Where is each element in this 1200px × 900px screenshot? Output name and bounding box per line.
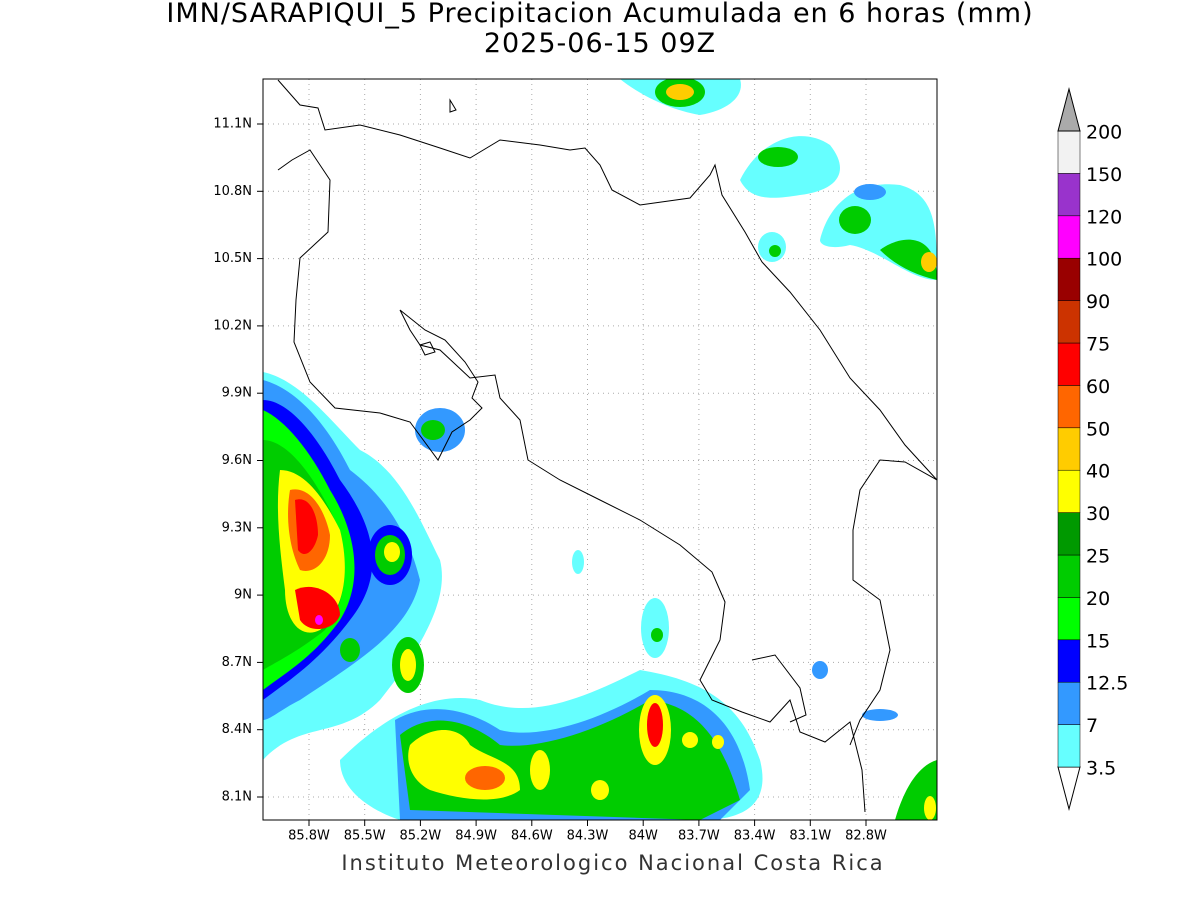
x-tick-label: 84.3W bbox=[567, 829, 609, 844]
precipitation-field bbox=[263, 79, 937, 820]
colorbar-segment bbox=[1057, 554, 1081, 598]
x-tick-label: 84W bbox=[628, 829, 658, 844]
colorbar-segment bbox=[1057, 681, 1081, 725]
y-tick-label: 8.7N bbox=[222, 655, 252, 670]
colorbar-label: 3.5 bbox=[1086, 758, 1116, 780]
colorbar-label: 150 bbox=[1086, 164, 1122, 186]
colorbar-segment bbox=[1057, 639, 1081, 683]
x-tick-label: 84.6W bbox=[511, 829, 553, 844]
colorbar-segment bbox=[1057, 300, 1081, 344]
colorbar-segment bbox=[1057, 385, 1081, 429]
x-tick-label: 85.8W bbox=[288, 829, 330, 844]
colorbar-segment bbox=[1057, 427, 1081, 471]
y-tick-label: 10.5N bbox=[213, 251, 252, 266]
y-tick-label: 8.1N bbox=[222, 790, 252, 805]
coastlines bbox=[277, 79, 937, 813]
footer: Instituto Meteorologico Nacional Costa R… bbox=[341, 851, 884, 875]
y-tick-label: 10.2N bbox=[213, 318, 252, 333]
colorbar-under bbox=[1057, 766, 1081, 811]
x-tick-label: 83.7W bbox=[678, 829, 720, 844]
colorbar-segment bbox=[1057, 257, 1081, 301]
colorbar-segment bbox=[1057, 597, 1081, 641]
x-tick-label: 84.9W bbox=[455, 829, 497, 844]
x-tick-label: 85.2W bbox=[399, 829, 441, 844]
y-tick-label: 9.6N bbox=[222, 453, 252, 468]
colorbar-label: 40 bbox=[1086, 461, 1110, 483]
colorbar-segment bbox=[1057, 469, 1081, 513]
x-tick-label: 85.5W bbox=[344, 829, 386, 844]
y-tick-label: 9N bbox=[234, 588, 252, 603]
colorbar-label: 90 bbox=[1086, 291, 1110, 313]
y-tick-label: 10.8N bbox=[213, 184, 252, 199]
colorbar-segment bbox=[1057, 215, 1081, 259]
colorbar: 3.5 7 12.5 15 20 25 30 40 50 60 75 90 100 120 150 200 bbox=[1057, 87, 1128, 811]
colorbar-segment bbox=[1057, 130, 1081, 174]
colorbar-label: 7 bbox=[1086, 715, 1098, 737]
x-tick-label: 83.4W bbox=[734, 829, 776, 844]
colorbar-label: 120 bbox=[1086, 206, 1122, 228]
colorbar-label: 12.5 bbox=[1086, 673, 1128, 695]
y-tick-label: 11.1N bbox=[213, 117, 252, 132]
colorbar-label: 75 bbox=[1086, 334, 1110, 356]
y-tick-label: 8.4N bbox=[222, 722, 252, 737]
y-tick-label: 9.3N bbox=[222, 520, 252, 535]
colorbar-label: 50 bbox=[1086, 418, 1110, 440]
colorbar-label: 30 bbox=[1086, 503, 1110, 525]
colorbar-label: 15 bbox=[1086, 630, 1110, 652]
x-tick-label: 82.8W bbox=[845, 829, 887, 844]
y-tick-label: 9.9N bbox=[222, 386, 252, 401]
map-frame bbox=[262, 78, 938, 821]
colorbar-over bbox=[1057, 87, 1081, 132]
colorbar-label: 60 bbox=[1086, 376, 1110, 398]
colorbar-segment bbox=[1057, 724, 1081, 768]
colorbar-segment bbox=[1057, 173, 1081, 217]
colorbar-label: 100 bbox=[1086, 249, 1122, 271]
x-tick-label: 83.1W bbox=[789, 829, 831, 844]
subtitle: 2025-06-15 09Z bbox=[484, 28, 716, 59]
colorbar-segment bbox=[1057, 342, 1081, 386]
colorbar-label: 25 bbox=[1086, 546, 1110, 568]
colorbar-label: 20 bbox=[1086, 588, 1110, 610]
colorbar-segment bbox=[1057, 512, 1081, 556]
title: IMN/SARAPIQUI_5 Precipitacion Acumulada … bbox=[166, 0, 1033, 29]
colorbar-label: 200 bbox=[1086, 122, 1122, 144]
